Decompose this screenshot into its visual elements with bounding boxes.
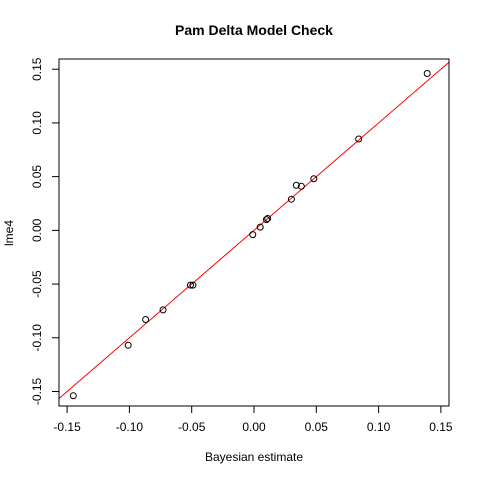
y-tick-label: 0.10 [30,111,44,135]
y-tick-label: 0.05 [30,165,44,189]
y-axis-label: lme4 [2,220,16,246]
data-point [264,215,272,223]
data-point [142,316,150,324]
data-point [423,70,431,78]
x-tick-label: -0.15 [53,420,81,434]
data-point [355,135,363,143]
data-point [186,281,194,289]
x-tick-label: 0.05 [305,420,329,434]
data-point [189,281,197,289]
x-tick-label: 0.00 [242,420,266,434]
data-point [310,175,318,183]
y-axis: -0.15 -0.10 -0.05 0.00 0.05 0.10 0.15 [30,57,60,405]
data-point [124,341,132,349]
x-tick-label: 0.15 [429,420,453,434]
reference-line [58,61,450,399]
y-tick-label: 0.00 [30,218,44,242]
y-tick-label: -0.15 [30,377,44,405]
data-points [69,70,431,400]
y-tick-label: -0.05 [30,270,44,298]
data-point [249,231,257,239]
y-tick-label: -0.10 [30,324,44,352]
data-point [262,216,270,224]
data-point [297,182,305,190]
data-point [159,306,167,314]
data-point [292,181,300,189]
x-tick-label: -0.05 [178,420,206,434]
chart-title: Pam Delta Model Check [175,22,333,38]
plot-frame [58,58,450,407]
data-point [256,223,264,231]
x-axis: -0.15 -0.10 -0.05 0.00 0.05 0.10 0.15 [53,405,453,434]
data-point [69,392,77,400]
reference-line-group [58,61,450,399]
x-tick-label: -0.10 [116,420,144,434]
x-axis-label: Bayesian estimate [205,450,303,464]
x-tick-label: 0.10 [367,420,391,434]
y-tick-label: 0.15 [30,57,44,81]
data-point [287,195,295,203]
